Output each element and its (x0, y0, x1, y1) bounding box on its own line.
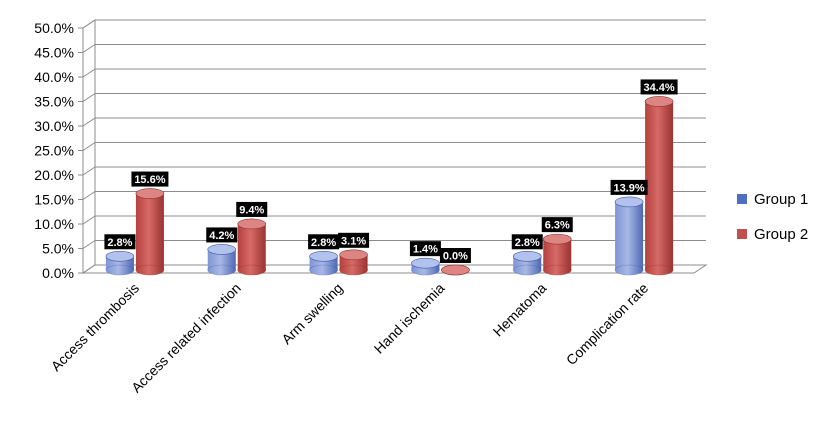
floor (81, 264, 708, 274)
data-label: 34.4% (643, 82, 674, 94)
legend-label: Group 2 (754, 226, 808, 243)
data-label: 9.4% (239, 204, 264, 216)
bar-group1 (309, 256, 338, 275)
bar-base (614, 264, 644, 276)
bar-top (105, 250, 135, 262)
data-label-bg (131, 171, 169, 187)
x-category-label: Access related infection (128, 280, 244, 396)
y-tick-label: 40.0% (34, 69, 74, 85)
data-label: 13.9% (613, 182, 644, 194)
data-label: 2.8% (515, 237, 540, 249)
gridline-diag (82, 117, 96, 127)
bar-top (135, 188, 165, 199)
data-label: 2.8% (107, 237, 132, 249)
y-tick-label: 10.0% (34, 216, 74, 232)
bar-base (512, 264, 542, 276)
bar-group1 (207, 249, 236, 275)
x-category-label: Complication rate (563, 280, 651, 368)
bar-base (309, 264, 338, 276)
y-tick-label: 15.0% (34, 192, 74, 208)
y-tick-label: 35.0% (34, 94, 74, 110)
bar-group1 (513, 256, 542, 275)
bar-top (237, 218, 267, 230)
data-label: 3.1% (341, 235, 366, 247)
bar-group2 (237, 223, 266, 275)
bar-group2 (645, 101, 674, 275)
bar-base (644, 264, 674, 276)
data-labels: 2.8% 15.6% 4.2% 9.4% 2.8% 3.1% 1.4% 0.0% 2.8% 6.3… (104, 79, 678, 263)
bar-top (512, 250, 542, 262)
legend-label: Group 1 (754, 191, 808, 208)
y-tick-label: 30.0% (34, 118, 74, 134)
y-tick-label: 45.0% (34, 45, 74, 61)
gridline-diag (82, 68, 96, 78)
bar-base (105, 264, 135, 276)
bar-base (207, 264, 237, 276)
data-label: 0.0% (443, 251, 468, 263)
bar-base (339, 264, 368, 276)
bar-group1 (615, 201, 644, 275)
data-label-bg (236, 201, 268, 217)
legend: Group 1 Group 2 (737, 191, 808, 243)
gridline-diag (82, 215, 96, 225)
x-category-label: Access thrombosis (48, 280, 142, 374)
gridline-diag (82, 44, 96, 53)
bar-top (644, 96, 674, 107)
x-category-label: Hand ischemia (371, 280, 448, 357)
bar-top (309, 250, 338, 262)
data-label-bg (610, 179, 648, 195)
data-label-bg (541, 217, 573, 233)
data-label-bg (640, 79, 678, 95)
bar-top (339, 249, 368, 261)
bar-base (135, 264, 165, 276)
bar-top (441, 264, 470, 276)
data-label: 1.4% (413, 244, 438, 256)
data-label-bg (308, 234, 340, 250)
y-tick-label: 20.0% (34, 167, 74, 183)
x-category-label: Arm swelling (278, 280, 345, 347)
y-tick-label: 50.0% (34, 20, 74, 36)
bar-group2 (543, 239, 572, 275)
data-label: 6.3% (545, 220, 570, 232)
x-category-label: Hematoma (490, 280, 550, 340)
y-tick-label: 5.0% (42, 241, 74, 257)
bar-top (614, 196, 644, 208)
gridline-diag (82, 191, 96, 200)
bar-group1 (105, 256, 134, 275)
gridline-diag (82, 93, 96, 102)
data-label: 2.8% (311, 237, 336, 249)
data-label-bg (511, 234, 543, 250)
data-label-bg (439, 248, 471, 263)
plot-area (81, 19, 708, 274)
data-label-bg (338, 232, 370, 248)
y-tick-label: 25.0% (34, 143, 74, 159)
data-label-bg (104, 234, 136, 250)
bar-top (542, 233, 572, 245)
bar-base (542, 264, 572, 276)
data-label-bg (409, 241, 441, 257)
bar-top (411, 257, 440, 269)
gridline-diag (82, 240, 96, 249)
gridline-diag (82, 142, 96, 151)
data-label-bg (206, 227, 238, 243)
y-tick-label: 0.0% (42, 265, 74, 281)
gridline-diag (82, 19, 96, 29)
y-axis-ticks: 0.0% 5.0% 10.0% 15.0% 20.0% 25.0% 30.0% 35.0% 40… (34, 20, 74, 281)
bar-group2 (135, 193, 164, 275)
data-label: 15.6% (134, 174, 165, 186)
gridline-diag (82, 264, 96, 274)
bar-base (237, 264, 267, 276)
data-label: 4.2% (209, 230, 234, 242)
gridlines (78, 19, 706, 274)
bars (105, 96, 674, 276)
gridline-diag (82, 166, 96, 176)
legend-swatch (737, 194, 747, 204)
bar-top (207, 244, 237, 255)
legend-swatch (737, 229, 747, 239)
